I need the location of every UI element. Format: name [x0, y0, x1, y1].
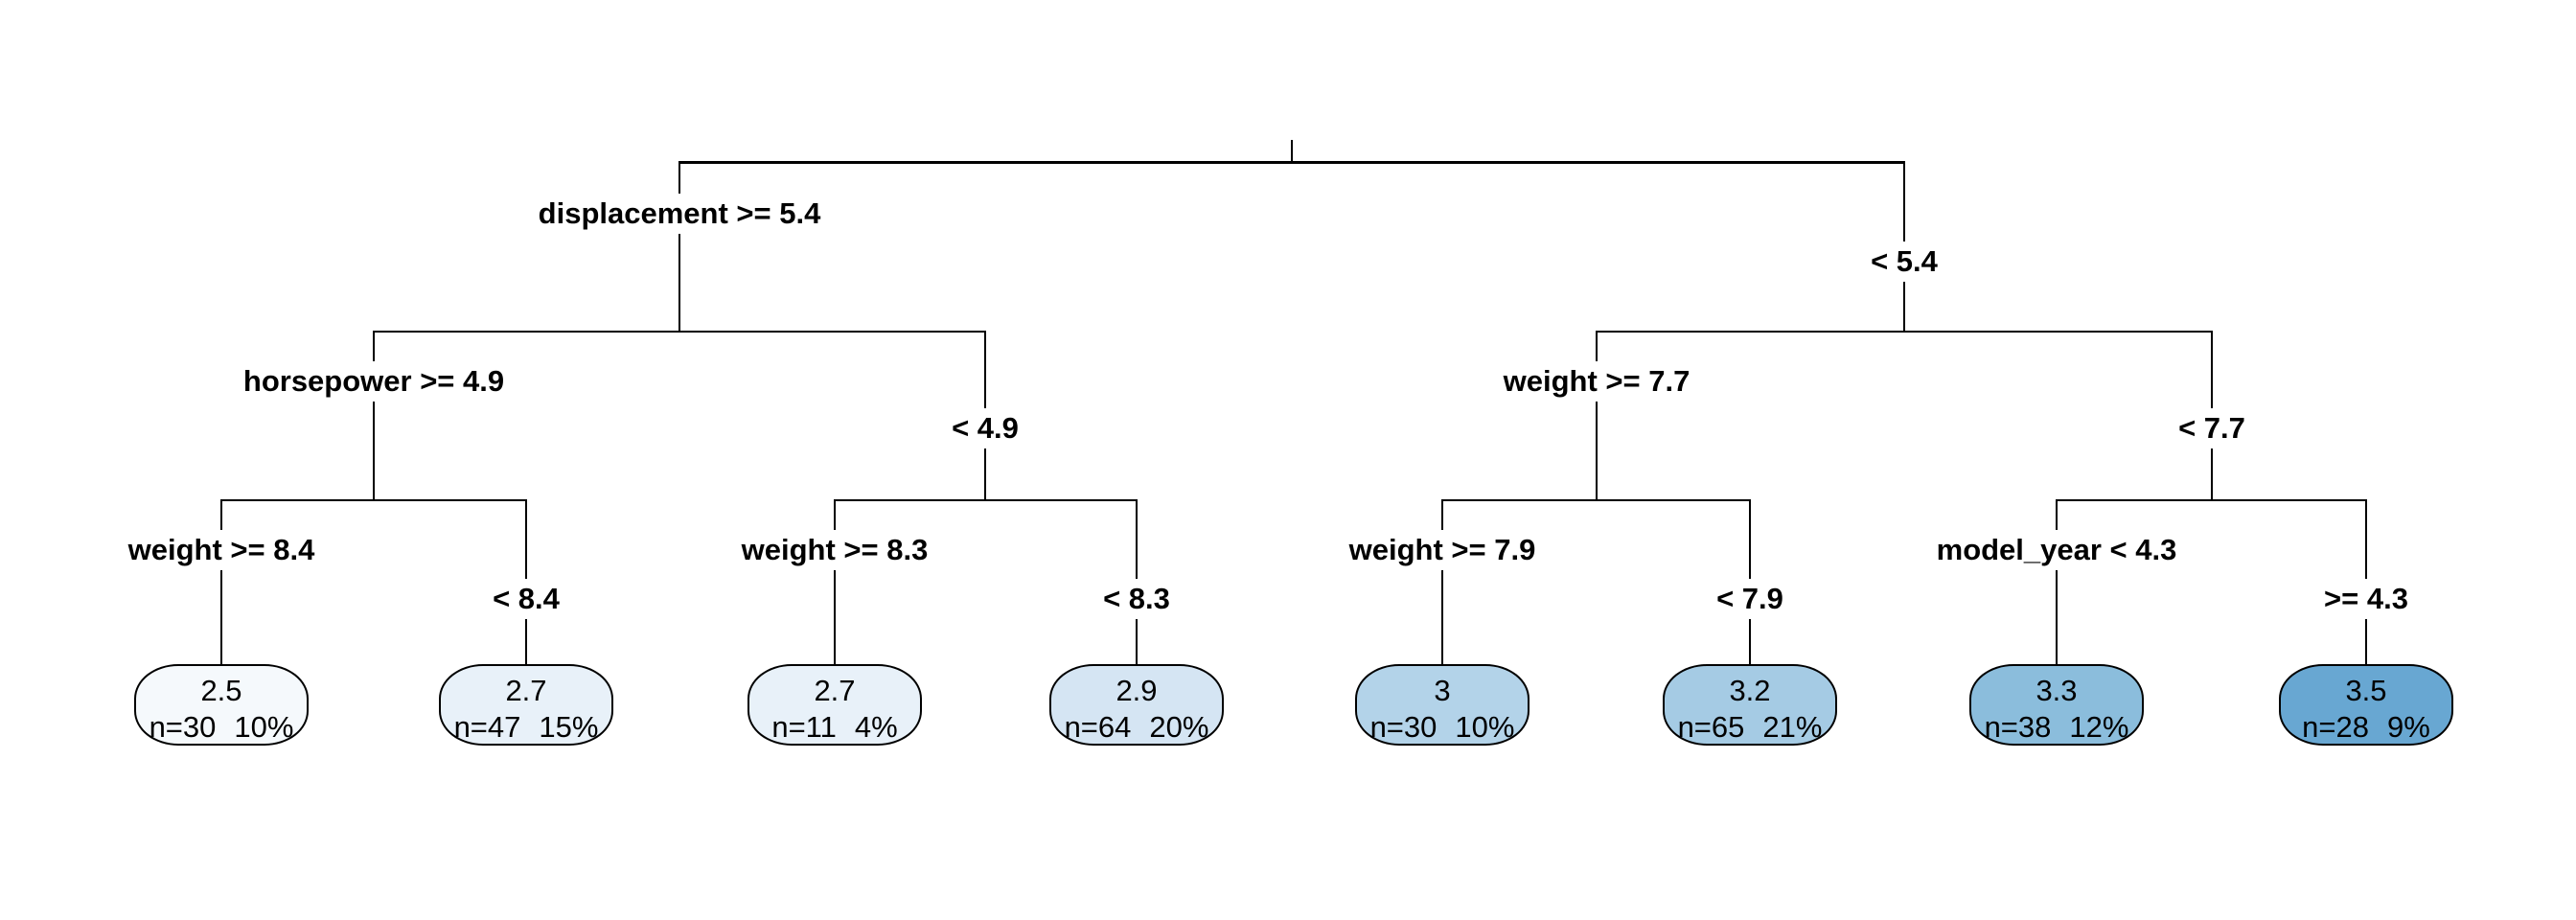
split-label-right-right-yes: model_year < 4.3	[1927, 530, 2186, 570]
leaf-node-5: 3 n=30 10%	[1355, 664, 1530, 746]
split-label-right-no: < 7.7	[2170, 408, 2254, 448]
leaf-pct: 21%	[1762, 710, 1823, 744]
level2-vline-a	[373, 331, 375, 501]
level2-right-branch-hline	[1596, 331, 2213, 333]
split-label-right-left-no: < 7.9	[1708, 579, 1792, 619]
root-stem-line	[1291, 140, 1293, 164]
leaf-stem-5	[1441, 499, 1443, 666]
leaf-n: n=38	[1984, 710, 2052, 744]
leaf-node-8: 3.5 n=28 9%	[2279, 664, 2453, 746]
leaf-pct: 10%	[1455, 710, 1515, 744]
leaf-pct: 10%	[234, 710, 294, 744]
leaf-n: n=28	[2302, 710, 2369, 744]
leaf-n: n=30	[149, 710, 217, 744]
leaf-pct: 12%	[2069, 710, 2129, 744]
leaf-node-4: 2.9 n=64 20%	[1049, 664, 1224, 746]
split-label-root-no: < 5.4	[1862, 242, 1946, 282]
leaf-n: n=30	[1369, 710, 1438, 744]
leaf-value: 3.3	[2036, 674, 2078, 707]
leaf-value: 3.2	[1729, 674, 1771, 707]
leaf-value: 2.7	[505, 674, 547, 707]
level2-vline-c	[1596, 331, 1598, 501]
leaf-value: 3.5	[2345, 674, 2387, 707]
level3-branch-hline-b	[834, 499, 1138, 501]
split-label-left-left-no: < 8.4	[484, 579, 568, 619]
leaf-pct: 4%	[854, 710, 898, 744]
split-label-right-yes: weight >= 7.7	[1494, 361, 1699, 402]
leaf-value: 2.5	[200, 674, 242, 707]
level1-branch-hline	[678, 161, 1905, 164]
leaf-pct: 15%	[539, 710, 599, 744]
split-label-left-right-yes: weight >= 8.3	[732, 530, 937, 570]
leaf-node-3: 2.7 n=11 4%	[748, 664, 922, 746]
leaf-node-7: 3.3 n=38 12%	[1969, 664, 2144, 746]
leaf-stem-3	[834, 499, 836, 666]
leaf-n: n=65	[1677, 710, 1745, 744]
leaf-pct: 20%	[1149, 710, 1209, 744]
leaf-node-2: 2.7 n=47 15%	[439, 664, 613, 746]
split-label-left-yes: horsepower >= 4.9	[234, 361, 514, 402]
level3-branch-hline-d	[2056, 499, 2367, 501]
split-label-left-left-yes: weight >= 8.4	[119, 530, 324, 570]
leaf-n: n=47	[453, 710, 521, 744]
level2-left-branch-hline	[373, 331, 986, 333]
leaf-stem-7	[2056, 499, 2058, 666]
leaf-pct: 9%	[2387, 710, 2430, 744]
leaf-value: 2.9	[1116, 674, 1158, 707]
split-label-right-right-no: >= 4.3	[2315, 579, 2417, 619]
split-label-root-yes: displacement >= 5.4	[529, 194, 830, 234]
level3-branch-hline-a	[220, 499, 527, 501]
leaf-stem-1	[220, 499, 222, 666]
leaf-value: 3	[1434, 674, 1451, 707]
split-label-left-no: < 4.9	[943, 408, 1027, 448]
level1-left-vline	[678, 161, 680, 333]
leaf-node-6: 3.2 n=65 21%	[1663, 664, 1837, 746]
leaf-node-1: 2.5 n=30 10%	[134, 664, 309, 746]
level3-branch-hline-c	[1441, 499, 1751, 501]
split-label-right-left-yes: weight >= 7.9	[1340, 530, 1545, 570]
leaf-n: n=64	[1064, 710, 1132, 744]
leaf-n: n=11	[771, 710, 837, 744]
leaf-value: 2.7	[814, 674, 856, 707]
split-label-left-right-no: < 8.3	[1094, 579, 1179, 619]
